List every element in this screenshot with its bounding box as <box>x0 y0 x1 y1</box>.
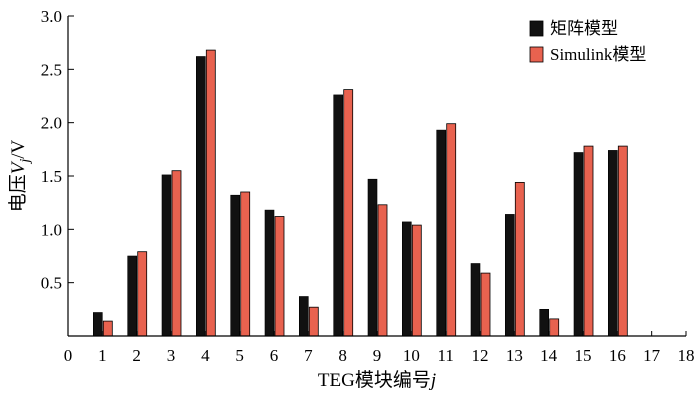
x-tick-label-2: 2 <box>132 346 141 365</box>
x-tick-label-0: 0 <box>64 346 73 365</box>
x-axis-title-text: TEG模块编号 <box>318 369 431 391</box>
x-tick-label-16: 16 <box>609 346 626 365</box>
bar-simulink-7 <box>308 306 319 337</box>
bar-matrix-1 <box>93 312 103 337</box>
bar-simulink-11 <box>446 123 457 337</box>
bar-matrix-4 <box>196 56 206 337</box>
y-axis-title: 电压Vj/V <box>7 139 33 212</box>
bar-matrix-6 <box>264 209 275 337</box>
x-tick-label-13: 13 <box>506 346 523 365</box>
y-tick-label-2.0: 2.0 <box>41 114 62 133</box>
x-tick-label-3: 3 <box>167 346 176 365</box>
y-axis-title-var: V <box>8 160 29 174</box>
bar-matrix-2 <box>127 255 137 337</box>
bar-matrix-16 <box>607 150 618 337</box>
x-tick-label-7: 7 <box>304 346 313 365</box>
bar-matrix-3 <box>161 174 172 337</box>
legend-label-matrix: 矩阵模型 <box>550 19 618 38</box>
y-axis-title-unit: /V <box>8 139 29 158</box>
x-tick-label-10: 10 <box>403 346 420 365</box>
bar-matrix-11 <box>436 129 447 337</box>
x-tick-label-4: 4 <box>201 346 210 365</box>
bar-matrix-15 <box>573 152 584 337</box>
y-tick-label-1.0: 1.0 <box>41 220 62 239</box>
legend-label-simulink: Simulink模型 <box>550 45 646 64</box>
legend-swatch-matrix <box>529 20 544 37</box>
plot-area <box>93 49 628 337</box>
y-axis-title-sub: j <box>18 159 33 165</box>
bar-simulink-13 <box>514 181 525 337</box>
y-tick-label-3.0: 3.0 <box>41 7 62 26</box>
bar-simulink-9 <box>377 204 388 337</box>
x-tick-label-6: 6 <box>270 346 279 365</box>
bar-matrix-14 <box>539 308 550 337</box>
bar-simulink-16 <box>617 145 628 337</box>
bar-simulink-5 <box>240 191 251 337</box>
bar-simulink-2 <box>137 251 148 337</box>
x-tick-label-5: 5 <box>235 346 244 365</box>
bar-matrix-12 <box>470 263 481 337</box>
bar-matrix-8 <box>333 94 344 337</box>
y-axis-title-text: 电压 <box>7 174 29 212</box>
x-axis-title: TEG模块编号j <box>318 369 436 391</box>
y-ticks: 0.5 1.0 1.5 2.0 2.5 3.0 <box>41 7 74 293</box>
bar-matrix-13 <box>504 214 515 337</box>
x-tick-label-14: 14 <box>540 346 558 365</box>
bar-simulink-4 <box>205 49 216 337</box>
bar-matrix-9 <box>367 178 378 337</box>
bar-matrix-10 <box>401 221 412 337</box>
x-tick-label-12: 12 <box>472 346 489 365</box>
x-tick-label-11: 11 <box>437 346 453 365</box>
bar-matrix-5 <box>230 194 240 337</box>
bar-simulink-1 <box>102 320 113 337</box>
bar-matrix-7 <box>298 296 309 337</box>
x-ticks: 0 1 2 3 4 5 6 7 8 9 10 11 12 13 14 15 16 17 18 <box>64 331 695 365</box>
x-tick-label-9: 9 <box>373 346 382 365</box>
bar-simulink-3 <box>171 170 182 337</box>
x-axis-title-var: j <box>428 370 436 391</box>
bar-simulink-10 <box>411 224 422 337</box>
x-tick-label-17: 17 <box>643 346 661 365</box>
x-tick-label-1: 1 <box>98 346 107 365</box>
legend-swatch-simulink <box>529 46 544 63</box>
y-tick-label-1.5: 1.5 <box>41 167 62 186</box>
x-tick-label-18: 18 <box>678 346 695 365</box>
legend: 矩阵模型 Simulink模型 <box>529 19 646 64</box>
bar-simulink-15 <box>583 145 594 337</box>
bar-simulink-14 <box>549 318 560 337</box>
x-tick-label-15: 15 <box>575 346 592 365</box>
bar-simulink-6 <box>274 216 285 337</box>
x-tick-label-8: 8 <box>338 346 347 365</box>
y-tick-label-0.5: 0.5 <box>41 274 62 293</box>
y-tick-label-2.5: 2.5 <box>41 60 62 79</box>
bar-simulink-12 <box>480 272 491 337</box>
bar-simulink-8 <box>343 89 354 337</box>
